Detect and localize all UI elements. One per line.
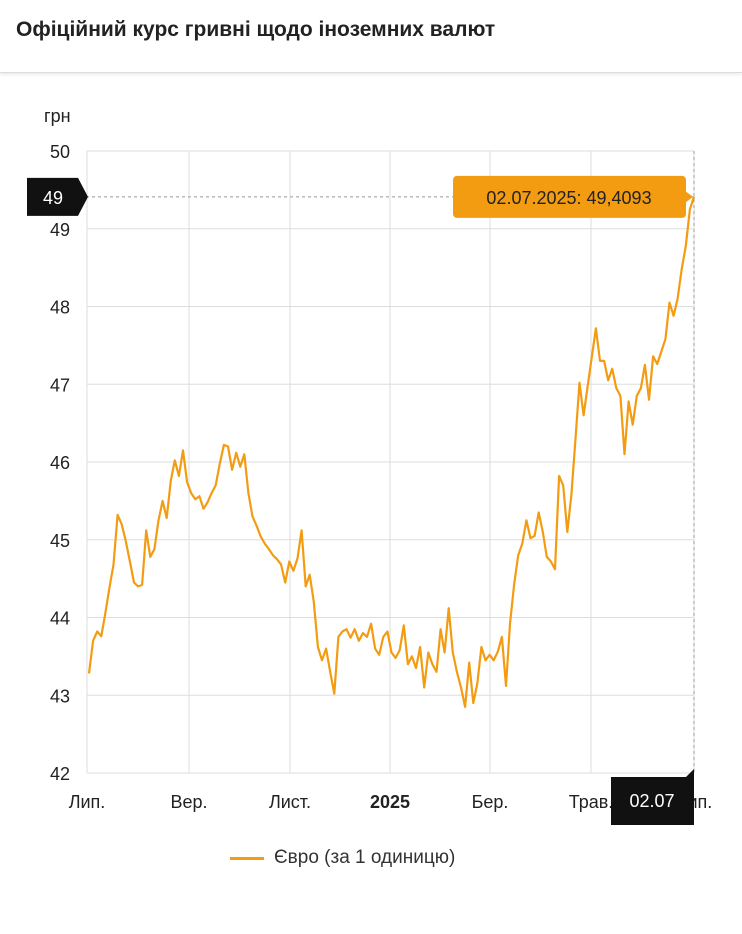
gridlines bbox=[86, 150, 695, 774]
y-tick-label: 43 bbox=[50, 686, 70, 706]
x-tick-label: Лип. bbox=[69, 792, 106, 812]
crosshair-overlay: 49 02.07 02.07.2025: 49,4093 bbox=[27, 151, 695, 825]
y-tick-label: 44 bbox=[50, 609, 70, 629]
y-tick-label: 49 bbox=[50, 220, 70, 240]
y-axis-label: грн bbox=[44, 106, 71, 126]
legend-label-euro: Євро (за 1 одиницю) bbox=[274, 847, 456, 868]
crosshair-x-label: 02.07 bbox=[629, 791, 674, 811]
x-tick-label: Вер. bbox=[170, 792, 207, 812]
y-axis: грн 42 43 44 45 46 47 48 49 50 bbox=[44, 106, 71, 784]
legend[interactable]: Євро (за 1 одиницю) bbox=[230, 846, 455, 870]
x-tick-label: Лист. bbox=[269, 792, 311, 812]
tooltip-text: 02.07.2025: 49,4093 bbox=[486, 188, 651, 208]
y-tick-label: 45 bbox=[50, 531, 70, 551]
y-tick-label: 50 bbox=[50, 142, 70, 162]
x-tick-label: Трав. bbox=[569, 792, 614, 812]
series-layer bbox=[87, 196, 696, 708]
crosshair-y-label: 49 bbox=[43, 188, 63, 208]
y-tick-label: 47 bbox=[50, 375, 70, 395]
y-tick-label: 42 bbox=[50, 764, 70, 784]
legend-line-icon bbox=[230, 856, 264, 860]
tooltip-pointer bbox=[685, 190, 693, 203]
crosshair-y-badge bbox=[27, 177, 88, 216]
header: Офіційний курс гривні щодо іноземних вал… bbox=[0, 0, 742, 73]
series-line-euro bbox=[87, 196, 696, 708]
y-tick-label: 48 bbox=[50, 298, 70, 318]
crosshair-x-badge bbox=[611, 769, 694, 825]
x-tick-label: 2025 bbox=[370, 792, 410, 812]
x-tick-label: Бер. bbox=[472, 792, 509, 812]
tooltip-box bbox=[453, 175, 686, 218]
page-title: Офіційний курс гривні щодо іноземних вал… bbox=[16, 18, 496, 41]
y-tick-label: 46 bbox=[50, 453, 70, 473]
